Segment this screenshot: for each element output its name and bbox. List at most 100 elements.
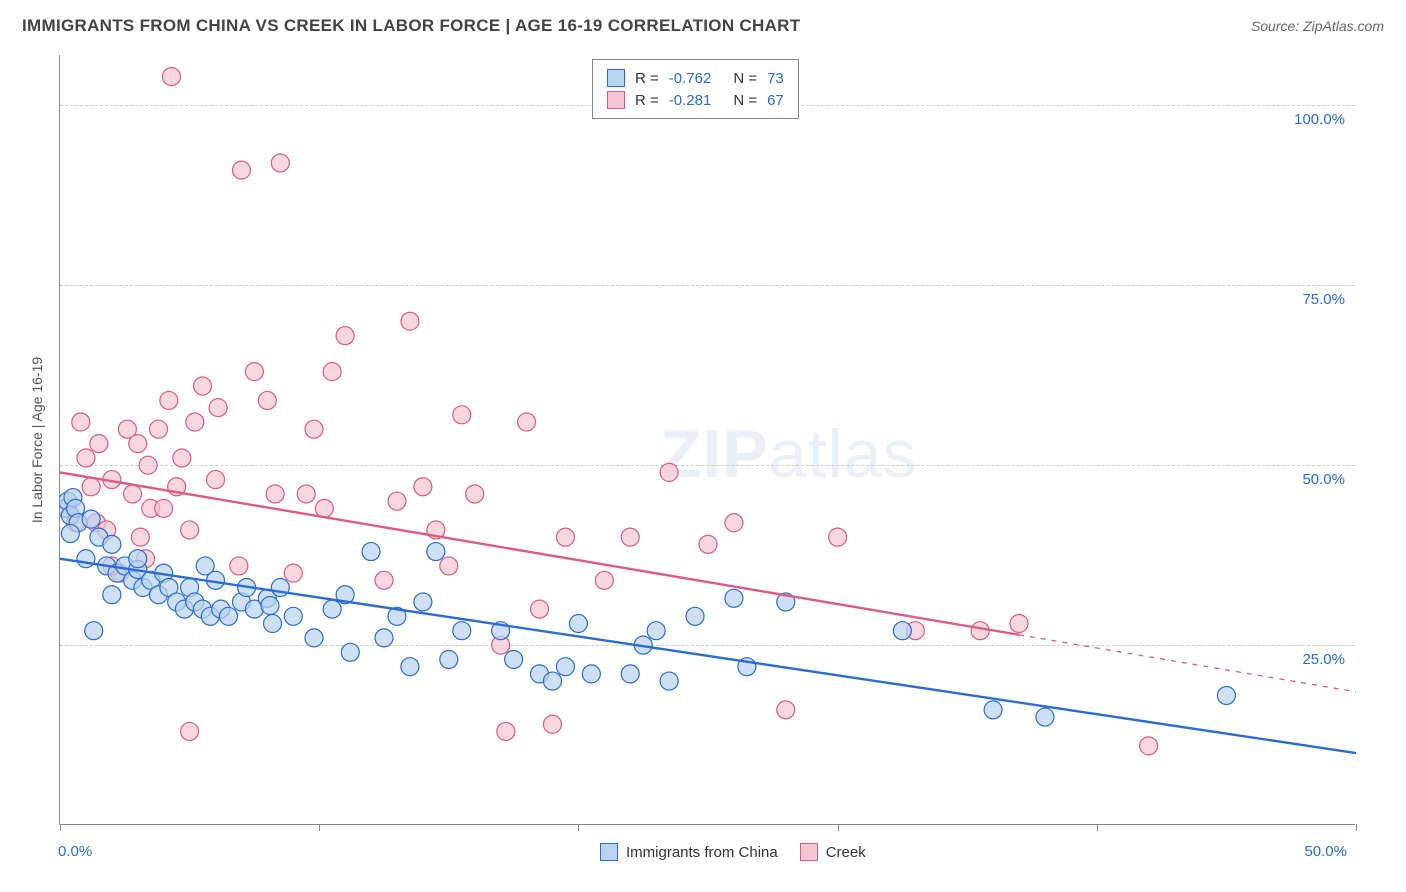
data-point-blue xyxy=(725,589,743,607)
data-point-pink xyxy=(1140,737,1158,755)
series-legend: Immigrants from ChinaCreek xyxy=(600,843,866,861)
legend-swatch xyxy=(607,91,625,109)
chart-area: In Labor Force | Age 16-19 ZIPatlas 25.0… xyxy=(45,55,1380,825)
series-legend-label: Immigrants from China xyxy=(626,844,778,861)
series-legend-item-blue: Immigrants from China xyxy=(600,843,778,861)
x-tick xyxy=(1097,824,1098,831)
legend-n-value: 73 xyxy=(767,70,784,87)
data-point-blue xyxy=(440,650,458,668)
data-point-pink xyxy=(556,528,574,546)
legend-r-label: R = xyxy=(635,70,659,87)
data-point-pink xyxy=(258,391,276,409)
legend-r-label: R = xyxy=(635,92,659,109)
data-point-blue xyxy=(582,665,600,683)
data-point-pink xyxy=(181,521,199,539)
data-point-pink xyxy=(162,68,180,86)
plot-svg xyxy=(60,55,1356,825)
regression-line-blue xyxy=(60,559,1356,753)
data-point-blue xyxy=(323,600,341,618)
data-point-pink xyxy=(660,463,678,481)
source-name: ZipAtlas.com xyxy=(1303,18,1384,34)
data-point-blue xyxy=(103,586,121,604)
x-tick-label: 50.0% xyxy=(1304,843,1347,860)
legend-swatch xyxy=(600,843,618,861)
data-point-pink xyxy=(323,363,341,381)
legend-r-value: -0.762 xyxy=(669,70,712,87)
data-point-blue xyxy=(647,622,665,640)
x-tick xyxy=(1356,824,1357,831)
data-point-blue xyxy=(362,543,380,561)
data-point-blue xyxy=(103,535,121,553)
data-point-pink xyxy=(621,528,639,546)
y-axis-label: In Labor Force | Age 16-19 xyxy=(29,357,45,523)
data-point-blue xyxy=(375,629,393,647)
data-point-pink xyxy=(466,485,484,503)
data-point-blue xyxy=(569,615,587,633)
data-point-blue xyxy=(401,658,419,676)
data-point-pink xyxy=(440,557,458,575)
data-point-pink xyxy=(453,406,471,424)
data-point-pink xyxy=(173,449,191,467)
data-point-pink xyxy=(77,449,95,467)
source-prefix: Source: xyxy=(1251,18,1303,34)
data-point-pink xyxy=(284,564,302,582)
data-point-blue xyxy=(261,597,279,615)
data-point-pink xyxy=(725,514,743,532)
data-point-pink xyxy=(829,528,847,546)
data-point-blue xyxy=(621,665,639,683)
correlation-legend: R =-0.762N =73R =-0.281N =67 xyxy=(592,59,799,119)
data-point-pink xyxy=(388,492,406,510)
data-point-pink xyxy=(131,528,149,546)
legend-swatch xyxy=(607,69,625,87)
data-point-blue xyxy=(453,622,471,640)
data-point-pink xyxy=(232,161,250,179)
data-point-blue xyxy=(77,550,95,568)
data-point-blue xyxy=(893,622,911,640)
data-point-pink xyxy=(72,413,90,431)
data-point-blue xyxy=(505,650,523,668)
legend-r-value: -0.281 xyxy=(669,92,712,109)
data-point-pink xyxy=(699,535,717,553)
legend-n-label: N = xyxy=(733,92,757,109)
chart-title: IMMIGRANTS FROM CHINA VS CREEK IN LABOR … xyxy=(22,16,800,36)
data-point-pink xyxy=(207,471,225,489)
data-point-pink xyxy=(230,557,248,575)
data-point-pink xyxy=(155,499,173,517)
legend-n-label: N = xyxy=(733,70,757,87)
data-point-pink xyxy=(497,722,515,740)
data-point-pink xyxy=(129,435,147,453)
data-point-pink xyxy=(1010,615,1028,633)
data-point-pink xyxy=(518,413,536,431)
legend-row-blue: R = -0.762 N = 73 xyxy=(607,67,784,89)
data-point-pink xyxy=(336,327,354,345)
data-point-pink xyxy=(149,420,167,438)
data-point-blue xyxy=(1036,708,1054,726)
x-tick xyxy=(60,824,61,831)
data-point-pink xyxy=(181,722,199,740)
data-point-pink xyxy=(139,456,157,474)
data-point-blue xyxy=(82,510,100,528)
data-point-blue xyxy=(686,607,704,625)
data-point-pink xyxy=(245,363,263,381)
data-point-blue xyxy=(427,543,445,561)
data-point-blue xyxy=(556,658,574,676)
data-point-pink xyxy=(375,571,393,589)
data-point-pink xyxy=(971,622,989,640)
data-point-pink xyxy=(266,485,284,503)
data-point-blue xyxy=(305,629,323,647)
data-point-pink xyxy=(305,420,323,438)
data-point-blue xyxy=(284,607,302,625)
source-attribution: Source: ZipAtlas.com xyxy=(1251,18,1384,36)
x-tick-label: 0.0% xyxy=(58,843,92,860)
data-point-pink xyxy=(414,478,432,496)
data-point-pink xyxy=(401,312,419,330)
data-point-blue xyxy=(543,672,561,690)
x-tick xyxy=(319,824,320,831)
data-point-blue xyxy=(1217,686,1235,704)
data-point-blue xyxy=(219,607,237,625)
data-point-blue xyxy=(61,525,79,543)
data-point-pink xyxy=(209,399,227,417)
data-point-pink xyxy=(777,701,795,719)
data-point-pink xyxy=(543,715,561,733)
x-tick xyxy=(838,824,839,831)
